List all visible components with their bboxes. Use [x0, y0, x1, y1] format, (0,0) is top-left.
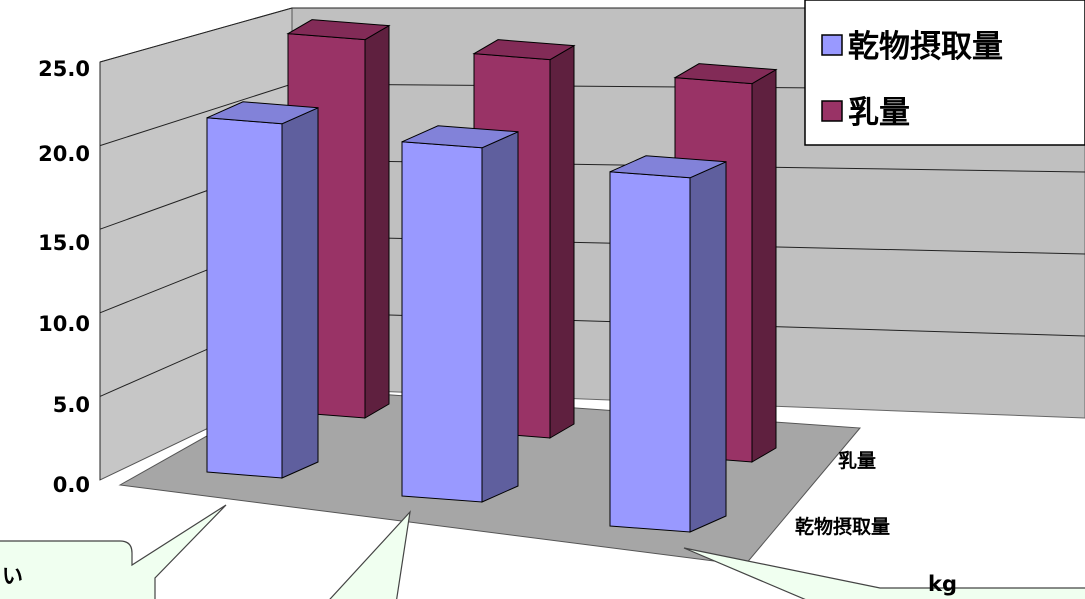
depth-label-dry-matter: 乾物摂取量: [795, 515, 890, 538]
depth-label-milk: 乳量: [838, 449, 876, 472]
bar-dry-matter-1-top: [401, 125, 519, 149]
legend-label-dry-matter: 乾物摂取量: [848, 29, 1003, 65]
legend-swatch-dry-matter: [821, 34, 843, 56]
y-tick-label-3: 15.0: [38, 231, 90, 255]
y-tick-labels: 0.0 5.0 10.0 15.0 20.0 25.0: [38, 57, 90, 497]
legend-swatch-milk: [821, 100, 843, 122]
callout-left-bubble: [0, 504, 227, 599]
callout-middle-pointer: [329, 510, 411, 599]
bar-milk-0-top: [286, 19, 391, 41]
callout-left-text: い: [2, 564, 23, 588]
callout-right: kg: [683, 547, 1085, 599]
legend-box: [804, 0, 1085, 146]
y-tick-label-0: 0.0: [53, 473, 90, 497]
bar-dry-matter-1-side: [481, 131, 519, 503]
bar-dry-matter-0: [206, 101, 319, 479]
bars: [206, 19, 778, 533]
bar-dry-matter-1-front: [401, 141, 483, 503]
bar-dry-matter-0-top: [206, 101, 319, 125]
bar-milk-1-top: [472, 39, 576, 61]
y-tick-label-5: 25.0: [38, 57, 90, 81]
bar-milk-0-side: [364, 24, 390, 419]
bar-dry-matter-0-side: [281, 107, 319, 479]
bar-milk-2-top: [673, 63, 778, 85]
bar-dry-matter-2: [609, 155, 727, 533]
y-tick-label-4: 20.0: [38, 142, 90, 166]
bar-milk-2-side: [751, 68, 777, 463]
bar-dry-matter-1: [401, 125, 519, 503]
y-tick-label-2: 10.0: [38, 312, 90, 336]
callout-left: い: [0, 504, 227, 599]
y-tick-label-1: 5.0: [53, 393, 90, 417]
callout-middle: [329, 510, 411, 599]
bar-dry-matter-2-side: [689, 161, 727, 533]
bar-dry-matter-2-top: [609, 155, 727, 179]
bar-milk-1-side: [549, 44, 575, 439]
legend: 乾物摂取量 乳量: [804, 0, 1085, 146]
bar-dry-matter-0-front: [206, 117, 283, 479]
bar-dry-matter-2-front: [609, 171, 691, 533]
callout-right-text: kg: [928, 572, 957, 596]
callout-right-pointer: [683, 547, 1085, 599]
legend-label-milk: 乳量: [848, 95, 910, 131]
